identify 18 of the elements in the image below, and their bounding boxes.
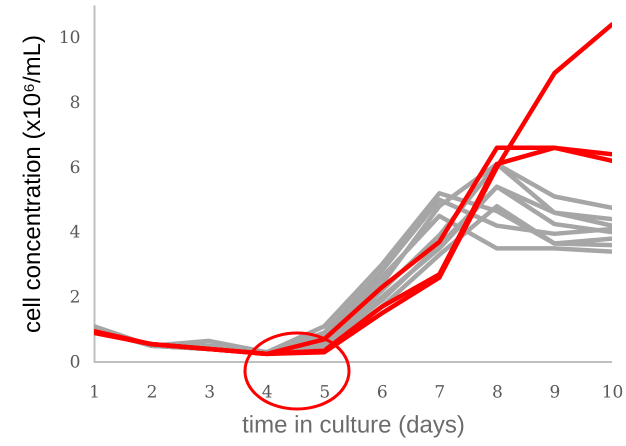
- x-tick-label: 10: [602, 382, 624, 402]
- y-tick-label: 0: [70, 352, 80, 372]
- y-axis-title: cell concentration (x10⁶/mL): [18, 34, 46, 334]
- x-tick-label: 3: [204, 382, 216, 402]
- x-tick-label: 8: [492, 382, 503, 402]
- y-tick-label: 10: [58, 28, 80, 48]
- x-tick-label: 6: [376, 382, 388, 402]
- x-tick-label: 2: [146, 382, 158, 402]
- x-tick-label: 4: [262, 382, 273, 402]
- x-tick-label: 1: [89, 382, 100, 402]
- x-axis-title: time in culture (days): [242, 412, 465, 438]
- x-tick-label: 7: [434, 382, 446, 402]
- y-tick-label: 4: [70, 222, 80, 243]
- y-tick-label: 2: [70, 288, 80, 308]
- x-tick-label: 9: [550, 382, 560, 402]
- x-tick-label: 5: [319, 382, 330, 402]
- y-tick-label: 6: [70, 158, 80, 178]
- y-tick-label: 8: [70, 92, 80, 113]
